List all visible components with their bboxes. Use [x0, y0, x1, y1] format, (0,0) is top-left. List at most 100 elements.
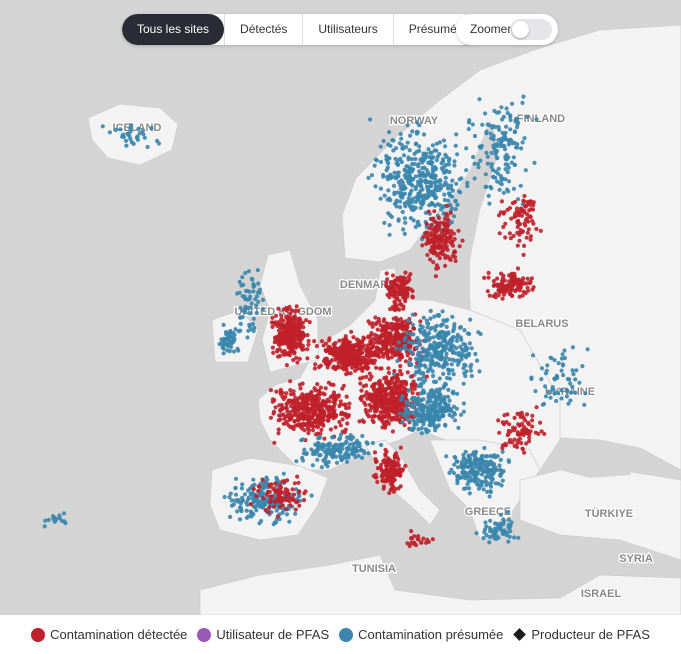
legend-item[interactable]: Utilisateur de PFAS — [197, 627, 329, 642]
site-dot — [294, 355, 299, 360]
legend-item[interactable]: Contamination présumée — [339, 627, 503, 642]
site-dot — [424, 318, 429, 323]
site-dot — [377, 336, 382, 341]
site-dot — [440, 239, 445, 245]
site-dot — [333, 446, 338, 452]
site-dot — [418, 363, 424, 368]
site-dot — [416, 197, 421, 202]
site-dot — [361, 384, 366, 389]
site-dot — [508, 291, 513, 296]
site-dot — [461, 452, 466, 457]
site-dot — [413, 186, 418, 192]
tab[interactable]: Présumés — [392, 14, 478, 45]
site-dot — [301, 498, 307, 503]
site-dot — [398, 363, 403, 369]
site-dot — [303, 489, 308, 494]
site-dot — [383, 447, 388, 452]
site-dot — [523, 204, 529, 209]
tab[interactable]: Utilisateurs — [302, 14, 392, 45]
site-dot — [418, 319, 423, 324]
country-label: NORWAY — [390, 115, 439, 127]
site-dot — [436, 395, 441, 400]
site-dot — [344, 439, 349, 444]
site-dot — [444, 407, 449, 412]
site-dot — [379, 442, 384, 448]
site-dot — [450, 194, 455, 199]
site-dot — [319, 339, 325, 344]
map[interactable]: ICELANDNORWAYFINLANDDENMARKUNITED KINGDO… — [0, 0, 681, 615]
site-dot — [528, 234, 534, 239]
site-dot — [379, 397, 384, 402]
site-dot — [420, 160, 425, 165]
site-dot — [432, 418, 437, 423]
site-dot — [323, 460, 328, 465]
site-dot — [424, 374, 429, 379]
site-dot — [448, 210, 453, 216]
site-dot — [351, 335, 356, 340]
site-dot — [515, 122, 520, 127]
site-dot — [430, 537, 435, 542]
site-dot — [570, 368, 575, 373]
site-dot — [409, 157, 415, 162]
site-dot — [313, 442, 318, 447]
site-dot — [410, 207, 415, 212]
site-dot — [315, 355, 320, 360]
legend-item[interactable]: Producteur de PFAS — [513, 627, 650, 642]
site-dot — [396, 170, 401, 175]
legend-item[interactable]: Contamination détectée — [31, 627, 187, 642]
site-dot — [371, 341, 376, 346]
site-dot — [358, 381, 363, 386]
site-dot — [539, 377, 544, 382]
site-dot — [270, 397, 275, 402]
tab[interactable]: Détectés — [224, 14, 302, 45]
site-dot — [381, 138, 386, 144]
site-dot — [398, 279, 403, 284]
site-dot — [254, 503, 260, 508]
site-dot — [328, 427, 333, 432]
site-dot — [390, 304, 395, 309]
site-dot — [385, 355, 390, 360]
site-dot — [222, 336, 227, 341]
site-dot — [432, 407, 437, 412]
legend-swatch — [31, 627, 46, 642]
site-dot — [410, 410, 415, 415]
site-dot — [290, 487, 295, 492]
site-dot — [323, 456, 328, 461]
site-dot — [384, 325, 389, 330]
site-dot — [425, 252, 430, 258]
site-dot — [447, 470, 452, 475]
site-dot — [248, 502, 253, 507]
site-dot — [278, 387, 283, 392]
site-dot — [260, 478, 265, 483]
site-dot — [574, 368, 579, 373]
tab[interactable]: Tous les sites — [122, 14, 225, 45]
site-dot — [354, 438, 360, 443]
site-dot — [247, 322, 252, 327]
site-dot — [297, 343, 302, 348]
site-dot — [449, 467, 454, 472]
site-dot — [515, 142, 520, 147]
site-dot — [409, 169, 414, 174]
site-dot — [384, 479, 389, 484]
site-dot — [504, 124, 509, 129]
site-dot — [501, 517, 506, 522]
site-dot — [515, 441, 520, 446]
site-dot — [386, 161, 391, 166]
site-dot — [500, 478, 505, 483]
site-dot — [411, 404, 416, 409]
site-dot — [501, 469, 506, 474]
site-dot — [504, 152, 509, 157]
site-dot — [297, 382, 303, 387]
switch[interactable] — [510, 19, 552, 40]
site-dot — [374, 397, 380, 402]
site-dot — [128, 137, 133, 142]
site-dot — [243, 270, 248, 276]
site-dot — [397, 343, 402, 348]
site-dot — [491, 137, 496, 142]
site-dot — [324, 451, 330, 456]
site-dot — [448, 241, 453, 246]
site-dot — [391, 316, 396, 321]
site-dot — [501, 114, 506, 119]
site-dot — [310, 428, 316, 433]
site-dot — [401, 227, 406, 232]
